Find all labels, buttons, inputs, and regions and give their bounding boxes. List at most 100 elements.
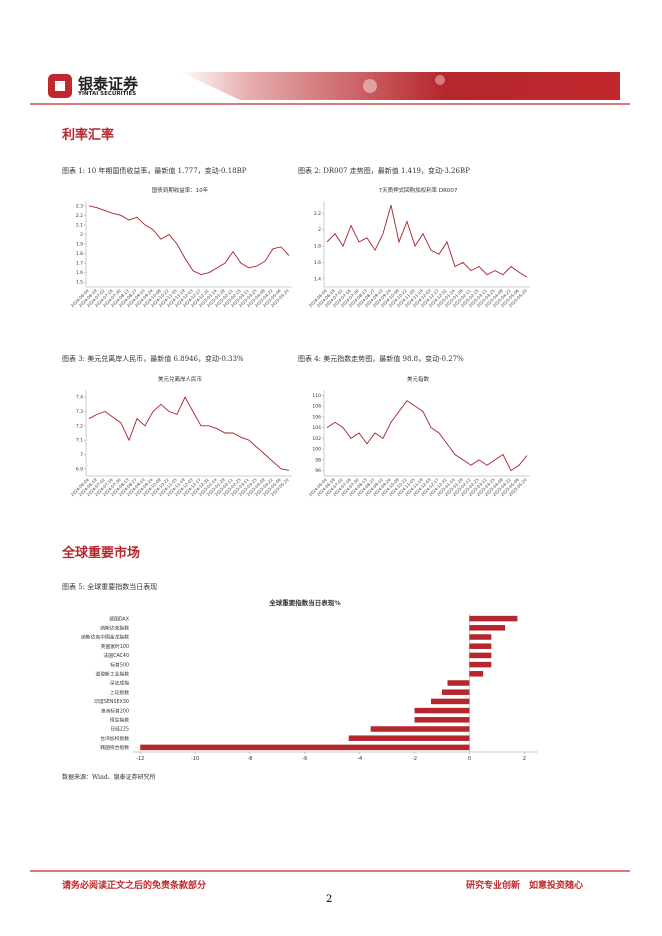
bar [447, 680, 470, 686]
x-tick-label: -2 [412, 756, 417, 762]
y-tick-label: 7.2 [76, 423, 83, 429]
bar [469, 671, 484, 677]
chart: 美元指数96981001021041061081102024-06-042024… [308, 375, 530, 497]
y-tick-label: 德国DAX [109, 615, 129, 622]
decoration [363, 79, 377, 93]
brand-en: YINTAI SECURITIES [78, 91, 137, 97]
y-tick-label: 1.8 [76, 251, 83, 257]
x-tick-label: -6 [302, 756, 307, 762]
y-tick-label: 韩国综合指数 [100, 744, 129, 751]
chart: 国债到期收益率：10年1.51.61.71.81.922.12.22.32024… [70, 186, 292, 308]
bar [469, 652, 492, 659]
y-tick-label: 日经225 [110, 726, 129, 733]
y-tick-label: 102 [312, 436, 321, 442]
chart-title: 美元指数 [407, 375, 430, 383]
bar [469, 615, 518, 622]
chart-title: 7天质押式回购加权利率 DR007 [379, 186, 458, 194]
figure-caption: 图表 4: 美元指数走势图，最新值 98.8，变动-0.27% [298, 355, 464, 363]
y-tick-label: 恒生指数 [110, 717, 129, 724]
x-tick-label: 2 [523, 756, 526, 762]
data-line [326, 400, 528, 472]
header-decoration [180, 72, 620, 100]
bar [469, 625, 506, 631]
y-tick-label: 1.5 [76, 280, 83, 286]
y-tick-label: 1.6 [76, 270, 83, 276]
x-tick-label: -12 [136, 756, 144, 762]
x-tick-label: -8 [247, 756, 252, 762]
data-line [88, 396, 290, 471]
figure-caption: 图表 1: 10 年期国债收益率，最新值 1.777，变动-0.18BP [62, 167, 247, 175]
y-tick-label: 1.6 [314, 260, 321, 266]
source: 数据来源：Wind、银泰证券研究所 [62, 774, 156, 781]
y-tick-label: 110 [312, 393, 321, 399]
y-tick-label: 2 [80, 232, 83, 238]
brand: 银泰证券 [78, 75, 139, 93]
bar [370, 726, 470, 732]
figure-caption: 图表 3: 美元兑离岸人民币，最新值 6.8946，变动-0.33% [62, 355, 244, 363]
y-tick-label: 108 [312, 404, 321, 410]
page-number: 2 [326, 894, 333, 905]
y-tick-label: 2 [318, 227, 321, 233]
y-tick-label: 98 [315, 457, 321, 463]
bar [469, 634, 492, 640]
y-tick-label: 纳斯达克中国金龙指数 [81, 634, 129, 641]
y-tick-label: 106 [312, 414, 321, 420]
decoration [435, 75, 445, 85]
chart: 美元兑离岸人民币6.977.17.27.37.42024-06-042024-0… [70, 375, 292, 497]
chart-title: 国债到期收益率：10年 [152, 186, 209, 194]
y-tick-label: 7 [80, 452, 83, 458]
x-tick-label: -10 [191, 756, 199, 762]
data-line [88, 205, 290, 276]
y-tick-label: 标普500 [110, 661, 129, 668]
y-tick-label: 1.7 [76, 261, 83, 267]
y-tick-label: 纳斯达克指数 [100, 625, 129, 632]
footer-slogan: 研究专业创新 如意投资随心 [466, 881, 584, 891]
y-tick-label: 7.4 [76, 395, 83, 401]
y-tick-label: 100 [312, 447, 321, 453]
y-tick-label: 法国CAC40 [103, 652, 129, 659]
section-title: 利率汇率 [62, 128, 115, 143]
footer-rule [30, 870, 630, 872]
footer-disclaimer: 请务必阅读正文之后的免责条款部分 [62, 881, 207, 891]
y-tick-label: 1.8 [314, 244, 321, 250]
bar [140, 744, 470, 751]
y-tick-label: 96 [315, 468, 321, 474]
logo-icon [55, 81, 65, 91]
section-title: 全球重要市场 [62, 546, 141, 561]
bar [414, 707, 470, 714]
y-tick-label: 道琼斯工业指数 [95, 671, 129, 678]
y-tick-label: 2.2 [314, 211, 321, 217]
y-tick-label: 澳洲标普200 [101, 707, 129, 714]
figure-caption: 图表 5: 全球重要指数当日表现 [62, 583, 158, 591]
chart: 全球重要指数当日表现% -12 -10 -8 -6 -4 -2 0 2 德国DAX 纳斯达克指数纳斯… [81, 598, 538, 762]
bar [414, 717, 470, 723]
y-tick-label: 深证成指 [110, 680, 129, 687]
x-tick-label: 0 [468, 756, 471, 762]
y-tick-label: 上证指数 [110, 689, 129, 696]
chart-title: 美元兑离岸人民币 [158, 375, 203, 383]
y-tick-label: 7.1 [76, 438, 83, 444]
bar [469, 661, 492, 668]
y-tick-label: 台湾加权指数 [100, 735, 129, 742]
y-tick-label: 6.9 [76, 466, 83, 472]
y-tick-label: 104 [312, 425, 321, 431]
chart-title: 全球重要指数当日表现% [268, 598, 341, 607]
bar [431, 698, 470, 705]
chart: 7天质押式回购加权利率 DR0071.41.61.822.22024-06-04… [308, 186, 530, 308]
bar [441, 689, 470, 695]
data-line [326, 204, 528, 278]
figure-caption: 图表 2: DR007 走势图，最新值 1.419，变动-3.26BP [298, 167, 470, 175]
y-tick-label: 2.2 [76, 213, 83, 219]
x-tick-label: -4 [357, 756, 362, 762]
y-tick-label: 2.1 [76, 222, 83, 228]
y-tick-label: 1.4 [314, 276, 321, 282]
y-tick-label: 1.9 [76, 242, 83, 248]
y-tick-label: 印度SENSEX30 [94, 698, 129, 705]
header-band [30, 72, 630, 105]
bar [348, 735, 470, 741]
bar [469, 643, 492, 649]
y-tick-label: 2.3 [76, 203, 83, 209]
y-tick-label: 7.3 [76, 409, 83, 415]
y-tick-label: 英国富时100 [101, 643, 129, 650]
